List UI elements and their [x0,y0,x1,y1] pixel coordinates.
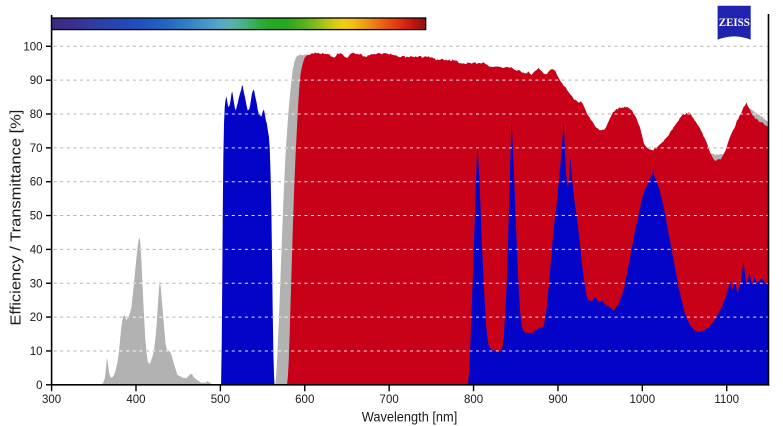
svg-text:50: 50 [30,211,43,223]
svg-text:Efficiency / Transmittance [%]: Efficiency / Transmittance [%] [9,110,25,326]
svg-text:60: 60 [30,177,43,189]
svg-text:Wavelength [nm]: Wavelength [nm] [362,410,458,425]
svg-text:20: 20 [30,312,43,324]
svg-text:80: 80 [30,109,43,121]
svg-text:600: 600 [295,394,314,406]
svg-text:30: 30 [30,278,43,290]
svg-text:1000: 1000 [630,394,656,406]
svg-text:500: 500 [211,394,230,406]
svg-text:ZEISS: ZEISS [719,17,750,29]
svg-text:900: 900 [548,394,567,406]
svg-text:90: 90 [30,75,43,87]
svg-text:1100: 1100 [714,394,739,406]
svg-text:100: 100 [23,41,42,53]
svg-text:700: 700 [380,394,399,406]
svg-text:800: 800 [464,394,483,406]
svg-text:40: 40 [30,244,43,256]
svg-text:70: 70 [30,143,43,155]
svg-text:300: 300 [42,394,61,406]
svg-text:400: 400 [126,394,145,406]
svg-text:10: 10 [30,346,43,358]
svg-text:0: 0 [36,380,42,392]
